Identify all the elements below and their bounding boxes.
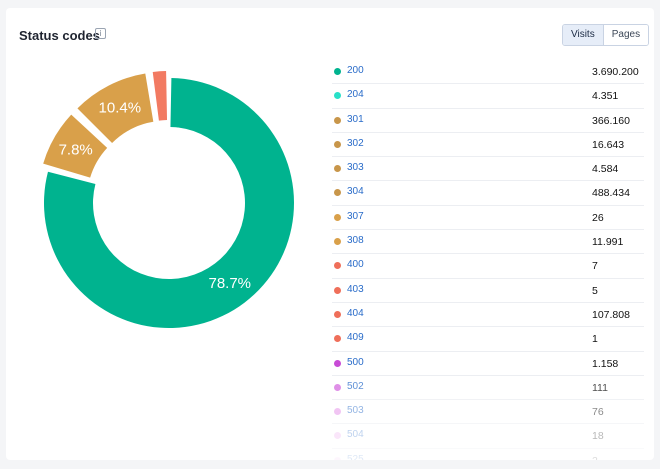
legend-value: 1.158 <box>592 357 619 370</box>
legend-dot <box>334 68 341 75</box>
legend-value: 4.584 <box>592 163 619 176</box>
legend-row-303: 303 4.584 <box>332 157 644 182</box>
legend-code-link[interactable]: 504 <box>347 429 364 441</box>
legend-dot <box>334 286 341 294</box>
legend-row-301: 301 366.160 <box>332 109 644 133</box>
legend-dot <box>334 116 341 124</box>
legend-dot <box>334 310 341 318</box>
legend-code-link[interactable]: 301 <box>347 113 364 125</box>
legend-row-409: 409 1 <box>332 327 644 352</box>
legend-code-link[interactable]: 204 <box>347 89 364 101</box>
legend-dot <box>334 213 341 221</box>
legend-value: 488.434 <box>592 187 630 200</box>
legend-value: 1 <box>592 333 598 346</box>
legend-dot <box>334 140 341 148</box>
legend-row-307: 307 26 <box>332 206 644 231</box>
legend-row-404: 404 107.808 <box>332 303 644 328</box>
legend-code-link[interactable]: 400 <box>347 259 364 271</box>
legend-code-link[interactable]: 500 <box>347 356 364 368</box>
status-legend: 200 3.690.200 204 4.351 301 366.160 302 16.643 3… <box>332 60 644 460</box>
donut-slice-404[interactable] <box>152 71 168 121</box>
legend-dot <box>334 92 341 100</box>
legend-value: 2 <box>592 455 598 460</box>
legend-value: 4.351 <box>592 90 619 103</box>
legend-row-502: 502 111 <box>332 376 644 401</box>
legend-dot <box>334 408 341 416</box>
legend-row-403: 403 5 <box>332 279 644 303</box>
legend-code-link[interactable]: 307 <box>347 210 364 222</box>
legend-code-link[interactable]: 304 <box>347 186 364 198</box>
legend-value: 5 <box>592 284 598 297</box>
legend-code-link[interactable]: 200 <box>347 65 364 76</box>
donut-slice-200[interactable] <box>43 78 295 328</box>
legend-dot <box>334 189 341 197</box>
legend-value: 16.643 <box>592 138 625 151</box>
legend-row-204: 204 4.351 <box>332 84 644 109</box>
legend-row-525: 525 2 <box>332 449 644 460</box>
visits-toggle-button[interactable]: Visits <box>563 25 604 45</box>
legend-value: 366.160 <box>592 114 630 127</box>
legend-dot <box>334 165 341 173</box>
donut-svg: 78.7% 7.8% 10.4% <box>43 71 295 328</box>
info-icon[interactable]: i <box>95 28 106 39</box>
legend-dot <box>334 262 341 270</box>
legend-code-link[interactable]: 502 <box>347 380 364 392</box>
legend-dot <box>334 238 341 246</box>
legend-row-504: 504 18 <box>332 424 644 449</box>
legend-value: 107.808 <box>592 308 630 321</box>
legend-dot <box>334 383 341 391</box>
page-title: Status codes <box>19 28 100 43</box>
legend-row-302: 302 16.643 <box>332 133 644 158</box>
slice-label-200: 78.7% <box>208 275 251 292</box>
legend-code-link[interactable]: 403 <box>347 283 364 295</box>
legend-code-link[interactable]: 302 <box>347 137 364 149</box>
legend-row-304: 304 488.434 <box>332 181 644 206</box>
donut-chart: 78.7% 7.8% 10.4% <box>34 68 304 338</box>
legend-code-link[interactable]: 404 <box>347 307 364 319</box>
slice-label-304: 10.4% <box>99 99 142 116</box>
slice-label-301: 7.8% <box>59 142 93 159</box>
legend-dot <box>334 335 341 343</box>
visits-pages-toggle: Visits Pages <box>562 24 650 46</box>
legend-value: 76 <box>592 406 604 419</box>
donut-slice-304[interactable] <box>77 73 154 144</box>
status-codes-panel: Status codes i Visits Pages 78.7% 7.8% 10.… <box>6 8 654 460</box>
legend-code-link[interactable]: 303 <box>347 162 364 174</box>
legend-value: 111 <box>592 381 608 394</box>
legend-row-500: 500 1.158 <box>332 352 644 376</box>
legend-code-link[interactable]: 409 <box>347 332 364 344</box>
legend-row-308: 308 11.991 <box>332 230 644 255</box>
legend-code-link[interactable]: 308 <box>347 235 364 247</box>
legend-row-503: 503 76 <box>332 400 644 425</box>
legend-value: 18 <box>592 430 604 443</box>
legend-code-link[interactable]: 525 <box>347 453 364 460</box>
legend-value: 26 <box>592 211 604 224</box>
legend-dot <box>334 359 341 367</box>
legend-dot <box>334 432 341 440</box>
legend-dot <box>334 456 341 460</box>
legend-value: 3.690.200 <box>592 66 639 78</box>
legend-value: 7 <box>592 260 598 273</box>
legend-value: 11.991 <box>592 236 624 249</box>
legend-code-link[interactable]: 503 <box>347 405 364 417</box>
pages-toggle-button[interactable]: Pages <box>603 25 649 45</box>
legend-row-400: 400 7 <box>332 254 644 279</box>
legend-row-200: 200 3.690.200 <box>332 60 644 85</box>
donut-slice-301[interactable] <box>43 114 108 178</box>
